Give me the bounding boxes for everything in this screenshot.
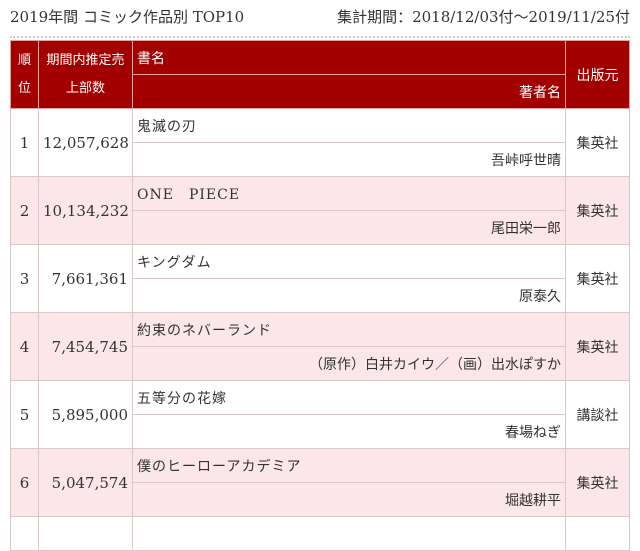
ranking-table: 順位 期間内推定売上部数 書名 出版元 著者名 1 12,057,628 鬼滅の… (10, 40, 630, 551)
table-row: 5 5,895,000 五等分の花嫁 講談社 (10, 380, 630, 449)
divider (10, 36, 630, 38)
sales: 7,661,361 (38, 244, 133, 313)
period-text: 集計期間：2018/12/03付～2019/11/25付 (337, 7, 630, 26)
rank: 1 (10, 108, 39, 177)
sales: 12,057,628 (38, 108, 133, 177)
col-author: 著者名 (132, 74, 566, 109)
table-row: 1 12,057,628 鬼滅の刃 集英社 (10, 108, 630, 177)
publisher: 集英社 (565, 108, 630, 177)
author: 堀越耕平 (132, 482, 566, 517)
sales: 10,134,232 (38, 176, 133, 245)
col-rank: 順位 (10, 40, 39, 109)
ranking-title: 2019年間 コミック作品別 TOP10 (10, 7, 245, 26)
book-title: 約束のネバーランド (132, 312, 566, 347)
table-row: 2 10,134,232 ONE PIECE 集英社 (10, 176, 630, 245)
rank: 5 (10, 380, 39, 449)
author: 尾田栄一郎 (132, 210, 566, 245)
book-title: 五等分の花嫁 (132, 380, 566, 415)
col-publisher: 出版元 (565, 40, 630, 109)
table-row: 3 7,661,361 キングダム 集英社 (10, 244, 630, 313)
publisher: 集英社 (565, 448, 630, 517)
col-title: 書名 (132, 40, 566, 75)
sales: 5,047,574 (38, 448, 133, 517)
rank: 4 (10, 312, 39, 381)
rank: 3 (10, 244, 39, 313)
sales: 7,454,745 (38, 312, 133, 381)
col-sales: 期間内推定売上部数 (38, 40, 133, 109)
author: 春場ねぎ (132, 414, 566, 449)
publisher: 集英社 (565, 244, 630, 313)
table-row: 4 7,454,745 約束のネバーランド 集英社 (10, 312, 630, 381)
publisher: 集英社 (565, 176, 630, 245)
rank: 6 (10, 448, 39, 517)
page-header: 2019年間 コミック作品別 TOP10 集計期間：2018/12/03付～20… (10, 4, 630, 28)
table-row-partial (10, 516, 630, 551)
book-title: ONE PIECE (132, 176, 566, 211)
publisher: 集英社 (565, 312, 630, 381)
author: 吾峠呼世晴 (132, 142, 566, 177)
publisher: 講談社 (565, 380, 630, 449)
author: （原作）白井カイウ／（画）出水ぽすか (132, 346, 566, 381)
author: 原泰久 (132, 278, 566, 313)
book-title: 鬼滅の刃 (132, 108, 566, 143)
book-title: 僕のヒーローアカデミア (132, 448, 566, 483)
sales: 5,895,000 (38, 380, 133, 449)
book-title: キングダム (132, 244, 566, 279)
table-row: 6 5,047,574 僕のヒーローアカデミア 集英社 (10, 448, 630, 517)
rank: 2 (10, 176, 39, 245)
